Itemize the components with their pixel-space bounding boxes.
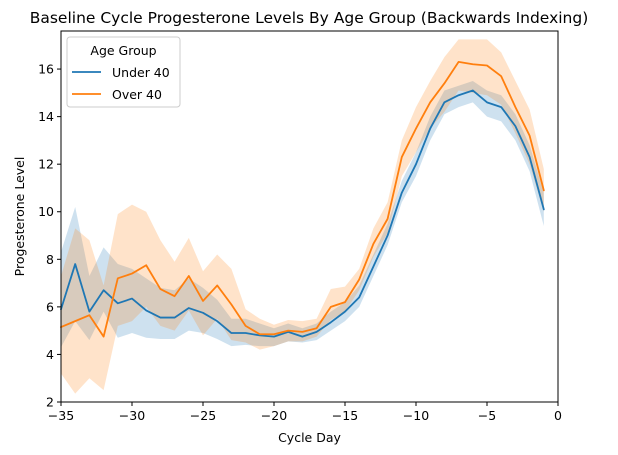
series-line-over-40 bbox=[60, 61, 545, 338]
x-tick-label: −20 bbox=[261, 408, 287, 423]
series-line-under-40 bbox=[60, 89, 545, 338]
y-tick-label: 10 bbox=[38, 204, 54, 219]
y-tick-label: 6 bbox=[46, 299, 54, 314]
x-tick-label: −15 bbox=[332, 408, 358, 423]
chart-title: Baseline Cycle Progesterone Levels By Ag… bbox=[30, 9, 589, 27]
x-tick-label: −30 bbox=[119, 408, 145, 423]
plot-area-frame bbox=[60, 30, 559, 403]
y-tick-label: 12 bbox=[38, 157, 54, 172]
legend-label-over-40: Over 40 bbox=[112, 87, 162, 102]
legend-title: Age Group bbox=[90, 43, 156, 58]
y-axis-ticks: 2 4 6 8 10 12 14 16 bbox=[38, 62, 61, 410]
y-tick-label: 14 bbox=[38, 109, 54, 124]
x-tick-label: −25 bbox=[190, 408, 216, 423]
y-tick-label: 16 bbox=[38, 62, 54, 77]
y-tick-label: 4 bbox=[46, 347, 54, 362]
y-tick-label: 8 bbox=[46, 252, 54, 267]
y-axis-label: Progesterone Level bbox=[12, 157, 27, 277]
legend: Age Group Under 40 Over 40 bbox=[66, 36, 181, 108]
x-tick-label: −35 bbox=[48, 408, 74, 423]
legend-box bbox=[66, 36, 181, 108]
legend-label-under-40: Under 40 bbox=[112, 65, 170, 80]
x-axis-ticks: −35 −30 −25 −20 −15 −10 −5 0 bbox=[48, 402, 562, 423]
x-tick-label: −10 bbox=[403, 408, 429, 423]
x-axis-label: Cycle Day bbox=[278, 430, 341, 445]
y-tick-label: 2 bbox=[46, 395, 54, 410]
x-tick-label: 0 bbox=[554, 408, 562, 423]
series-lines bbox=[60, 61, 545, 338]
ci-band-over-40 bbox=[61, 39, 544, 394]
x-tick-label: −5 bbox=[478, 408, 496, 423]
